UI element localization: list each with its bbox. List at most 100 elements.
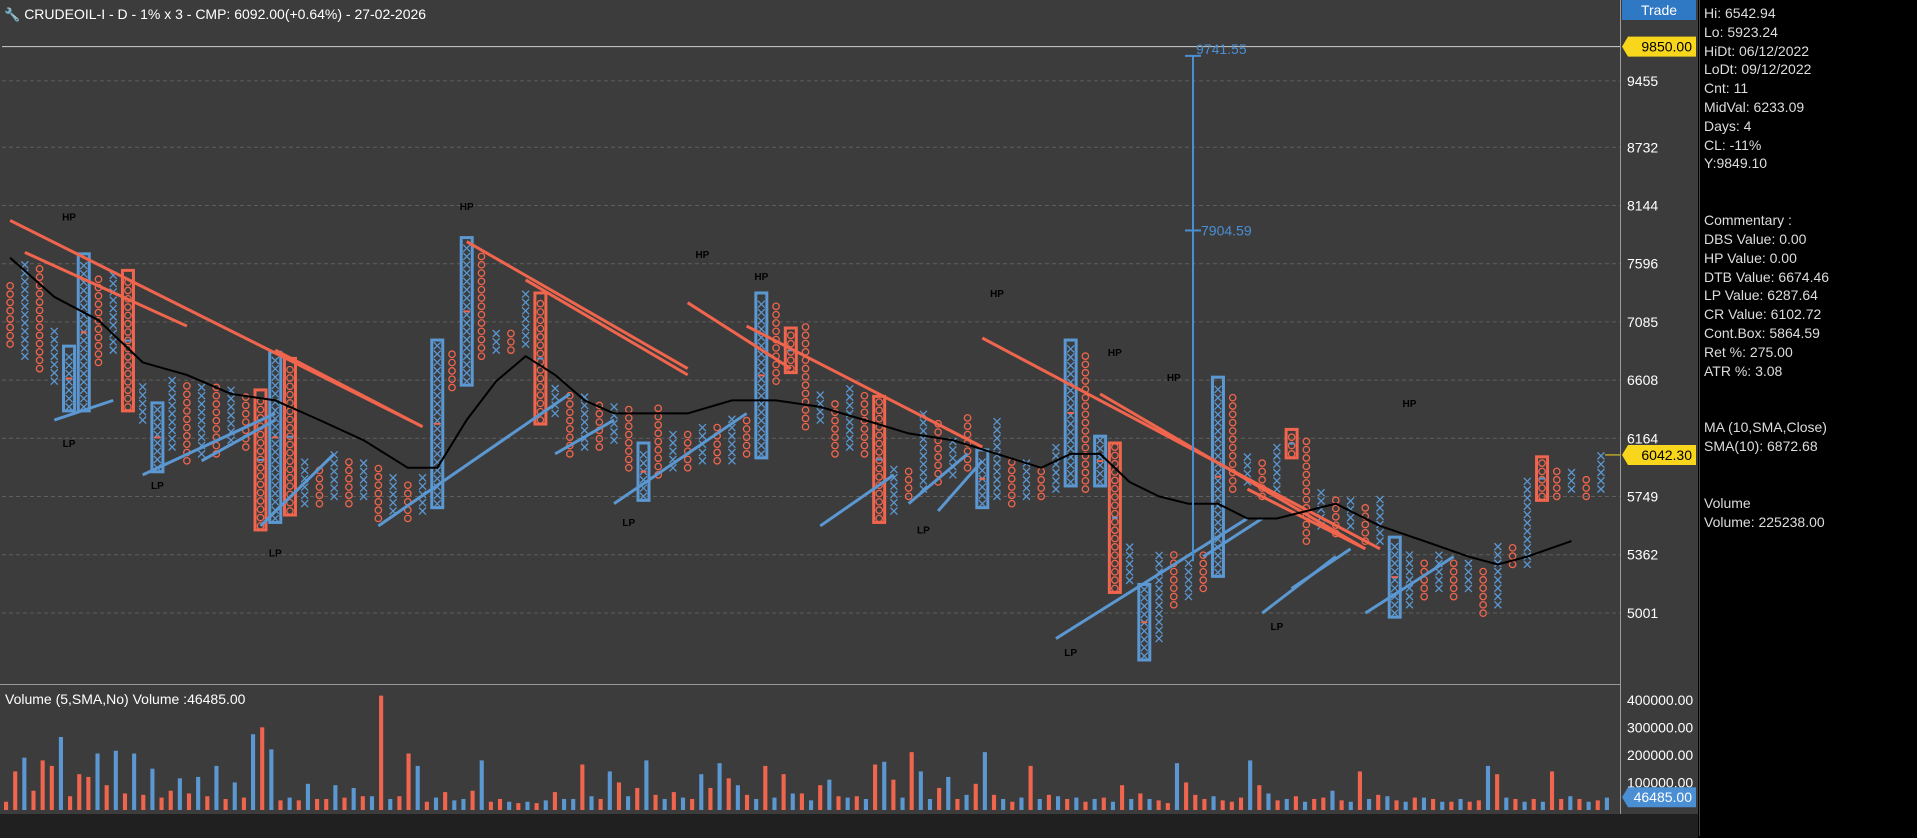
- volume-bar: [809, 800, 814, 810]
- pnf-column: [183, 382, 191, 465]
- pnf-x-mark: [727, 448, 736, 457]
- volume-bar: [763, 765, 768, 810]
- pnf-x-mark: [919, 426, 928, 435]
- pnf-o-mark: [1449, 559, 1458, 568]
- pnf-column: [1125, 543, 1134, 585]
- pnf-o-mark: [124, 369, 132, 378]
- pnf-o-mark: [595, 443, 604, 451]
- pnf-x-mark: [1066, 403, 1075, 412]
- pnf-o-mark: [1228, 410, 1237, 419]
- pnf-o-mark: [183, 432, 191, 440]
- volume-bar: [77, 774, 82, 810]
- pnf-o-mark: [963, 455, 972, 464]
- stat-row: Y:9849.10: [1704, 155, 1768, 172]
- pnf-x-mark: [1346, 521, 1355, 530]
- pnf-o-mark: [286, 482, 294, 490]
- pnf-x-mark: [492, 346, 501, 355]
- pnf-o-mark: [624, 439, 633, 447]
- pnf-column: [872, 394, 887, 524]
- pnf-x-mark: [1125, 559, 1134, 568]
- pnf-x-mark: [300, 458, 309, 467]
- pnf-x-mark: [919, 460, 928, 469]
- pnf-o-mark: [624, 463, 633, 472]
- pnf-o-mark: [875, 497, 884, 506]
- pnf-column: [1387, 535, 1402, 619]
- chart-canvas[interactable]: HP LP LP LP HP LP HP HP LP HP LP HP HP LP HP 9741.55 79…: [0, 0, 1698, 838]
- trade-button[interactable]: [1622, 0, 1696, 20]
- pnf-breakout-box: [1093, 434, 1108, 488]
- pnf-o-mark: [374, 489, 383, 498]
- support-trendline: [819, 473, 895, 528]
- pnf-o-mark: [477, 352, 486, 361]
- pnf-o-mark: [1111, 476, 1119, 485]
- pnf-o-mark: [1081, 452, 1090, 460]
- pattern-label-lp: LP: [269, 549, 282, 560]
- pnf-x-mark: [889, 482, 898, 491]
- pnf-x-mark: [1214, 418, 1222, 427]
- pnf-column: [1493, 542, 1502, 609]
- pnf-o-mark: [654, 462, 663, 471]
- volume-bar: [177, 778, 182, 810]
- volume-info-row: Volume: [1704, 494, 1751, 511]
- pnf-o-mark: [124, 286, 132, 295]
- pnf-x-mark: [1214, 402, 1222, 411]
- volume-bar: [1037, 798, 1042, 810]
- pnf-o-mark: [934, 428, 942, 436]
- pnf-breakout-box: [253, 388, 268, 532]
- volume-bar: [1092, 798, 1097, 810]
- volume-bar: [232, 782, 237, 810]
- pnf-o-mark: [786, 356, 795, 365]
- pnf-x-mark: [610, 402, 618, 411]
- pnf-o-mark: [654, 421, 663, 429]
- volume-bar: [543, 800, 548, 810]
- volume-bar: [790, 793, 795, 810]
- pnf-x-mark: [845, 443, 854, 451]
- pnf-o-mark: [1302, 462, 1311, 471]
- pnf-x-mark: [1214, 510, 1222, 519]
- pnf-breakout-box: [150, 401, 165, 474]
- volume-bar: [836, 796, 841, 810]
- pnf-o-mark: [786, 339, 795, 348]
- pnf-x-mark: [197, 391, 206, 400]
- pnf-o-mark: [934, 461, 942, 470]
- pnf-o-mark: [801, 414, 810, 423]
- pnf-x-mark: [1051, 468, 1060, 477]
- pnf-o-mark: [448, 350, 456, 359]
- pnf-x-mark: [462, 352, 471, 361]
- volume-bar: [525, 801, 530, 810]
- volume-bar: [342, 797, 347, 810]
- volume-bar: [1431, 798, 1436, 810]
- pnf-x-mark: [1022, 484, 1031, 493]
- pnf-x-mark: [845, 401, 854, 410]
- pnf-column: [889, 465, 898, 515]
- pnf-x-mark: [757, 358, 766, 367]
- volume-bar: [1367, 798, 1372, 810]
- pnf-o-mark: [35, 364, 44, 373]
- pnf-x-mark: [109, 321, 118, 330]
- pnf-o-mark: [1302, 454, 1311, 462]
- pnf-x-mark: [462, 277, 471, 286]
- support-trendline: [936, 459, 984, 513]
- volume-bar: [113, 750, 118, 810]
- pnf-o-mark: [1007, 483, 1016, 491]
- pnf-o-mark: [1479, 567, 1487, 576]
- pnf-o-mark: [860, 408, 869, 417]
- pnf-x-mark: [168, 426, 177, 435]
- wrench-icon[interactable]: 🔧: [4, 7, 21, 22]
- pnf-o-mark: [124, 361, 132, 370]
- pnf-o-mark: [35, 273, 44, 282]
- current-price-tag: 9850.00: [1622, 36, 1696, 57]
- pnf-o-mark: [963, 414, 972, 422]
- sma-line: [9, 257, 1572, 566]
- stat-row: Hi: 6542.94: [1704, 5, 1776, 21]
- pnf-x-mark: [153, 422, 162, 431]
- pnf-x-mark: [462, 343, 471, 352]
- pattern-label-hp: HP: [62, 212, 76, 223]
- pnf-column: [1434, 551, 1443, 593]
- pnf-x-mark: [1140, 652, 1149, 660]
- pnf-o-mark: [477, 269, 486, 277]
- pnf-o-mark: [772, 327, 780, 336]
- volume-panel: Volume (5,SMA,No) Volume :46485.00: [0, 684, 1620, 810]
- bottom-scrollbar[interactable]: [0, 814, 1698, 838]
- pnf-column: [1596, 451, 1605, 494]
